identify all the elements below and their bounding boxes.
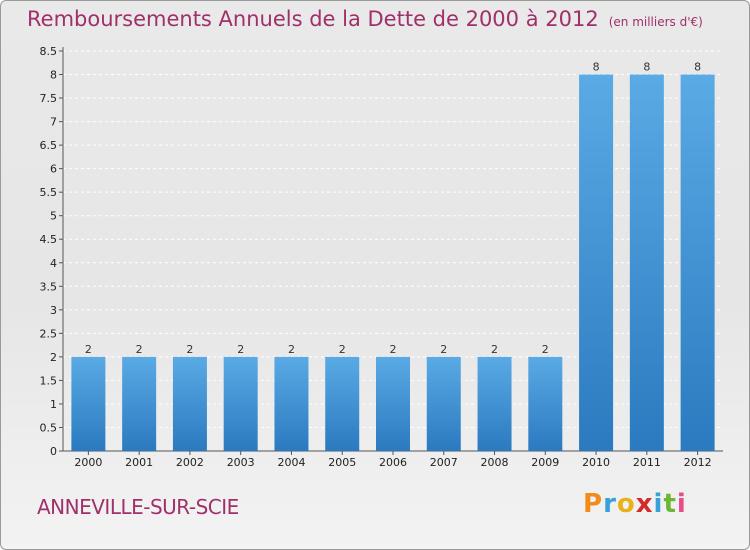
data-label: 2 [440,343,447,356]
bar [325,356,360,451]
data-label: 2 [288,343,295,356]
bar [477,356,512,451]
x-tick-label: 2004 [277,456,305,469]
x-tick-label: 2003 [227,456,255,469]
y-tick-label: 8 [50,69,57,82]
data-label: 2 [136,343,143,356]
bar [528,356,563,451]
data-label: 8 [643,61,650,74]
bar [376,356,410,451]
y-tick-label: 4 [50,257,57,270]
logo-letter: o [616,489,636,519]
bar [71,356,106,451]
x-tick-label: 2005 [328,456,356,469]
bar [629,74,664,451]
y-tick-label: 5 [50,210,57,223]
data-label: 8 [694,61,701,74]
bar [223,356,258,451]
logo-letter: t [663,489,677,519]
y-tick-label: 8.5 [40,45,58,58]
y-tick-label: 1.5 [40,374,58,387]
x-tick-label: 2000 [74,456,102,469]
y-tick-label: 7.5 [40,92,58,105]
logo-letter: i [676,489,687,519]
data-label: 2 [491,343,498,356]
y-tick-label: 5.5 [40,186,58,199]
x-tick-label: 2009 [531,456,559,469]
data-label: 2 [542,343,549,356]
bar [274,356,309,451]
chart-title: Remboursements Annuels de la Dette de 20… [27,7,703,31]
y-tick-label: 2 [50,351,57,364]
y-tick-label: 0.5 [40,421,58,434]
x-tick-label: 2011 [633,456,661,469]
x-tick-label: 2002 [176,456,204,469]
x-tick-label: 2001 [125,456,153,469]
bar [172,356,207,451]
proxiti-logo: Proxiti [583,489,687,519]
data-label: 8 [593,61,600,74]
bar [579,74,614,451]
logo-letter: i [653,489,664,519]
commune-name: ANNEVILLE-SUR-SCIE [37,495,239,519]
y-tick-label: 4.5 [40,233,58,246]
data-label: 2 [339,343,346,356]
logo-letter: P [583,489,604,519]
y-tick-label: 7 [50,116,57,129]
y-tick-label: 6 [50,163,57,176]
x-tick-label: 2008 [481,456,509,469]
bar [122,356,157,451]
data-label: 2 [186,343,193,356]
x-tick-label: 2006 [379,456,407,469]
x-tick-label: 2012 [684,456,712,469]
logo-letter: x [635,489,654,519]
y-tick-label: 3 [50,304,57,317]
title-main: Remboursements Annuels de la Dette de 20… [27,7,599,31]
x-tick-label: 2010 [582,456,610,469]
bar [680,74,715,451]
y-tick-label: 3.5 [40,280,58,293]
y-tick-label: 2.5 [40,327,58,340]
data-label: 2 [390,343,397,356]
data-label: 2 [237,343,244,356]
logo-letter: r [603,489,617,519]
data-label: 2 [85,343,92,356]
y-tick-label: 1 [50,398,57,411]
x-tick-label: 2007 [430,456,458,469]
bar [426,356,461,451]
y-tick-label: 6.5 [40,139,58,152]
title-subtitle: (en milliers d'€) [608,15,703,29]
y-tick-label: 0 [50,445,57,458]
